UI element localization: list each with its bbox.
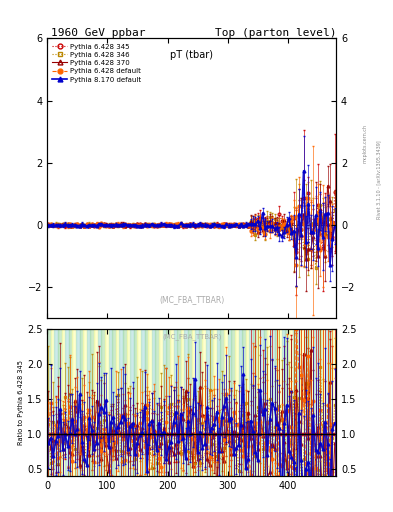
- Text: mcplots.cern.ch: mcplots.cern.ch: [363, 124, 368, 163]
- Bar: [116, 329, 119, 476]
- Bar: [199, 329, 202, 476]
- Bar: [224, 329, 228, 476]
- Bar: [271, 329, 275, 476]
- Bar: [141, 329, 145, 476]
- Bar: [69, 329, 72, 476]
- Bar: [228, 329, 231, 476]
- Bar: [163, 329, 166, 476]
- Bar: [202, 329, 206, 476]
- Legend: Pythia 6.428 345, Pythia 6.428 346, Pythia 6.428 370, Pythia 6.428 default, Pyth: Pythia 6.428 345, Pythia 6.428 346, Pyth…: [51, 42, 143, 84]
- Bar: [145, 329, 148, 476]
- Bar: [289, 329, 293, 476]
- Bar: [159, 329, 163, 476]
- Bar: [83, 329, 87, 476]
- Bar: [105, 329, 108, 476]
- Bar: [148, 329, 152, 476]
- Bar: [250, 329, 253, 476]
- Bar: [47, 329, 51, 476]
- Text: 1960 GeV ppbar: 1960 GeV ppbar: [51, 28, 145, 38]
- Bar: [123, 329, 127, 476]
- Bar: [246, 329, 250, 476]
- Bar: [318, 329, 321, 476]
- Bar: [76, 329, 80, 476]
- Bar: [188, 329, 192, 476]
- Bar: [282, 329, 285, 476]
- Bar: [54, 329, 58, 476]
- Bar: [170, 329, 174, 476]
- Bar: [174, 329, 177, 476]
- Y-axis label: Ratio to Pythia 6.428 345: Ratio to Pythia 6.428 345: [18, 360, 24, 445]
- Bar: [58, 329, 62, 476]
- Bar: [257, 329, 260, 476]
- Bar: [134, 329, 138, 476]
- Bar: [119, 329, 123, 476]
- Bar: [213, 329, 217, 476]
- Bar: [94, 329, 98, 476]
- Bar: [332, 329, 336, 476]
- Bar: [98, 329, 101, 476]
- Bar: [220, 329, 224, 476]
- Bar: [239, 329, 242, 476]
- Bar: [231, 329, 235, 476]
- Bar: [62, 329, 65, 476]
- Bar: [235, 329, 239, 476]
- Bar: [242, 329, 246, 476]
- Bar: [253, 329, 257, 476]
- Bar: [307, 329, 311, 476]
- Bar: [184, 329, 188, 476]
- Bar: [87, 329, 90, 476]
- Bar: [293, 329, 296, 476]
- Bar: [112, 329, 116, 476]
- Bar: [130, 329, 134, 476]
- Bar: [65, 329, 69, 476]
- Text: pT (tbar): pT (tbar): [170, 50, 213, 59]
- Bar: [177, 329, 181, 476]
- Text: Top (parton level): Top (parton level): [215, 28, 336, 38]
- Bar: [325, 329, 329, 476]
- Bar: [101, 329, 105, 476]
- Bar: [152, 329, 156, 476]
- Bar: [300, 329, 303, 476]
- Bar: [156, 329, 159, 476]
- Bar: [296, 329, 300, 476]
- Bar: [80, 329, 83, 476]
- Text: (MC_FBA_TTBAR): (MC_FBA_TTBAR): [159, 295, 224, 304]
- Bar: [311, 329, 314, 476]
- Bar: [329, 329, 332, 476]
- Bar: [217, 329, 220, 476]
- Bar: [209, 329, 213, 476]
- Bar: [192, 329, 195, 476]
- Bar: [267, 329, 271, 476]
- Bar: [181, 329, 184, 476]
- Text: Rivet 3.1.10 - [arXiv:1305.3439]: Rivet 3.1.10 - [arXiv:1305.3439]: [377, 140, 382, 219]
- Bar: [138, 329, 141, 476]
- Bar: [285, 329, 289, 476]
- Bar: [275, 329, 278, 476]
- Bar: [108, 329, 112, 476]
- Bar: [264, 329, 267, 476]
- Bar: [321, 329, 325, 476]
- Bar: [314, 329, 318, 476]
- Bar: [303, 329, 307, 476]
- Bar: [206, 329, 209, 476]
- Bar: [260, 329, 264, 476]
- Bar: [72, 329, 76, 476]
- Bar: [278, 329, 282, 476]
- Bar: [127, 329, 130, 476]
- Bar: [166, 329, 170, 476]
- Bar: [90, 329, 94, 476]
- Bar: [51, 329, 54, 476]
- Bar: [195, 329, 199, 476]
- Text: (MC_FBA_TTBAR): (MC_FBA_TTBAR): [162, 333, 221, 340]
